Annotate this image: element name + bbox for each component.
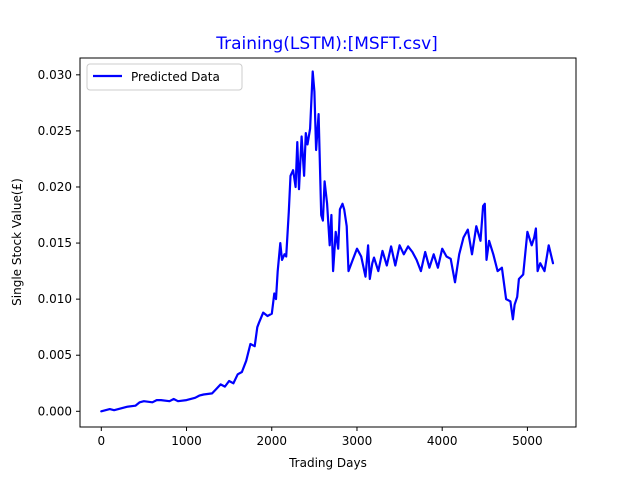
y-axis-label: Single Stock Value(£) (10, 178, 24, 306)
x-tick-label: 3000 (342, 434, 373, 448)
legend-box (86, 63, 243, 91)
x-tick-label: 0 (97, 434, 105, 448)
x-tick-label: 4000 (427, 434, 458, 448)
y-tick-label: 0.030 (38, 68, 72, 82)
y-tick-label: 0.015 (38, 236, 72, 250)
series-line-0 (100, 70, 555, 413)
y-tick-label: 0.005 (38, 348, 72, 362)
y-tick-label: 0.000 (38, 404, 72, 418)
legend: Predicted Data (86, 63, 243, 91)
y-axis: 0.000 0.005 0.010 0.015 0.020 0.025 0.030 (38, 68, 80, 418)
chart-title: Training(LSTM):[MSFT.csv] (215, 34, 438, 54)
x-axis-label: Trading Days (288, 456, 367, 470)
axes-frame (79, 57, 577, 428)
y-tick-label: 0.025 (38, 124, 72, 138)
legend-label: Predicted Data (131, 70, 220, 84)
x-axis: 0 1000 2000 3000 4000 5000 (97, 427, 543, 448)
x-tick-label: 2000 (256, 434, 287, 448)
y-tick-label: 0.010 (38, 292, 72, 306)
y-tick-label: 0.020 (38, 180, 72, 194)
x-tick-label: 5000 (512, 434, 543, 448)
x-tick-label: 1000 (171, 434, 202, 448)
plot-area (100, 70, 555, 413)
